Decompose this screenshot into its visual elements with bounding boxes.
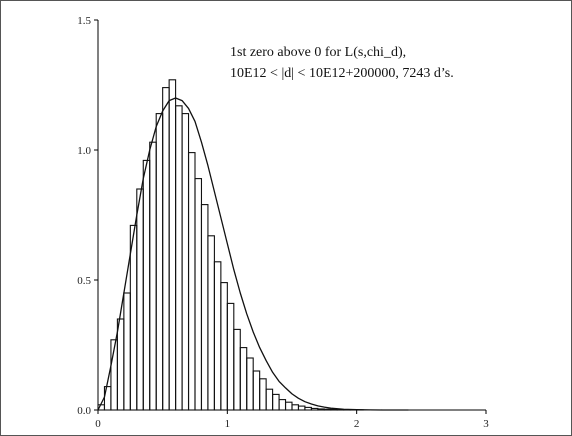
ticks: 0 1 2 3 0.0 0.5 1.0 1.5 [77,15,489,430]
density-curve [97,97,409,411]
x-tick-label: 2 [354,418,360,430]
y-tick-label: 1.0 [77,145,91,157]
histogram-bar [317,408,325,411]
histogram-bar [323,408,332,411]
y-tick-label: 0.5 [77,275,91,287]
y-tick-label: 1.5 [77,15,91,27]
x-tick-label: 1 [225,418,231,430]
x-tick-label: 0 [95,418,101,430]
density-curve-group [97,97,409,411]
histogram [97,79,364,411]
chart-title-line-2: 10E12 < |d| < 10E12+200000, 7243 d’s. [230,66,454,81]
chart-title-line-1: 1st zero above 0 for L(s,chi_d), [230,45,406,60]
y-tick-label: 0.0 [77,405,91,417]
histogram-bar [330,408,338,411]
x-tick-label: 3 [483,418,489,430]
